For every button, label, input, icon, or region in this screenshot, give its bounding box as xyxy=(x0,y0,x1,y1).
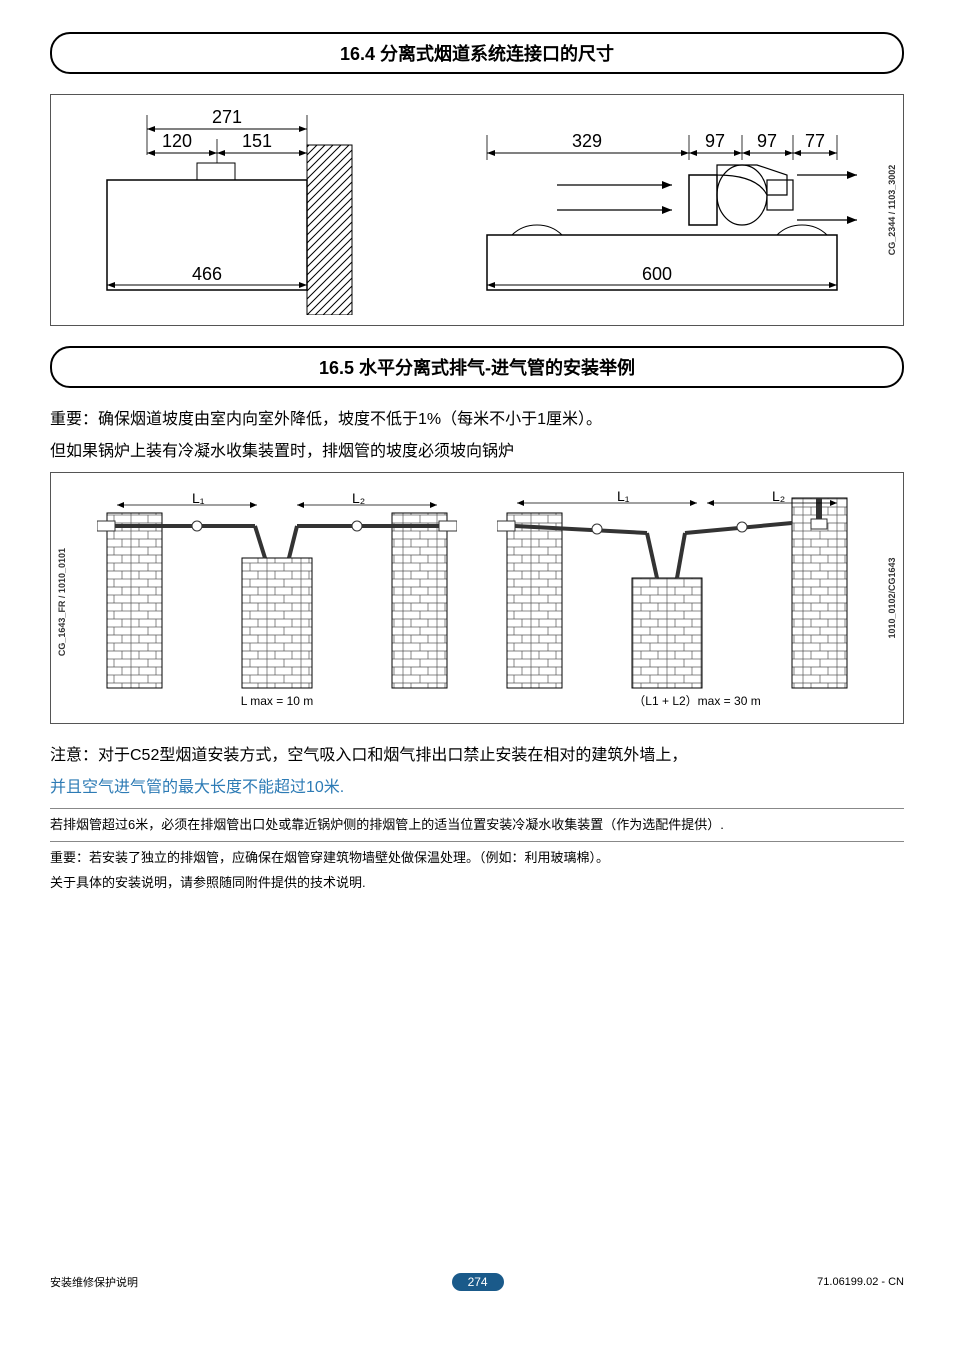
d2-right-L2: L₂ xyxy=(772,488,785,504)
dim-97a: 97 xyxy=(705,131,725,151)
important2-line2: 关于具体的安装说明，请参照随同附件提供的技术说明. xyxy=(50,873,904,893)
footer-left: 安装维修保护说明 xyxy=(50,1274,138,1290)
important-text-1-line1: 重要：确保烟道坡度由室内向室外降低，坡度不低于1%（每米不小于1厘米）。 xyxy=(50,408,904,432)
note-line2: 并且空气进气管的最大长度不能超过10米. xyxy=(50,776,904,800)
diagram1-right-svg: 329 97 97 77 xyxy=(457,105,877,315)
important2-line1: 重要：若安装了独立的排烟管，应确保在烟管穿建筑物墙壁处做保温处理。（例如：利用玻… xyxy=(50,848,904,868)
page-number-badge: 274 xyxy=(452,1273,504,1291)
d2-left-L1: L₁ xyxy=(192,490,205,506)
note-line1: 注意：对于C52型烟道安装方式，空气吸入口和烟气排出口禁止安装在相对的建筑外墙上… xyxy=(50,744,904,768)
diagram2-left-svg: L₁ L₂ L max = 10 m xyxy=(97,483,457,713)
diagram1-left-svg: 271 120 151 466 xyxy=(77,105,417,315)
diagram1-ref-label: CG_2344 / 1103_3002 xyxy=(887,165,897,256)
section-header-16-4: 16.4 分离式烟道系统连接口的尺寸 xyxy=(50,32,904,74)
divider-1 xyxy=(50,808,904,809)
dim-97b: 97 xyxy=(757,131,777,151)
page-footer: 安装维修保护说明 274 71.06199.02 - CN xyxy=(50,1273,904,1291)
dim-151: 151 xyxy=(242,131,272,151)
d2-left-L2: L₂ xyxy=(352,490,365,506)
important-text-1-line2: 但如果锅炉上装有冷凝水收集装置时，排烟管的坡度必须坡向锅炉 xyxy=(50,440,904,464)
dim-271: 271 xyxy=(212,107,242,127)
d2-right-caption: （L1 + L2）max = 30 m xyxy=(633,694,760,708)
small-warning: 若排烟管超过6米，必须在排烟管出口处或靠近锅炉侧的排烟管上的适当位置安装冷凝水收… xyxy=(50,815,904,835)
diagram-flue-dimensions: CG_2344 / 1103_3002 271 120 151 xyxy=(50,94,904,326)
dim-466: 466 xyxy=(192,264,222,284)
d2-right-L1: L₁ xyxy=(617,488,630,504)
dim-120: 120 xyxy=(162,131,192,151)
dim-77: 77 xyxy=(805,131,825,151)
divider-2 xyxy=(50,841,904,842)
diagram2-right-svg: L₁ L₂ （L1 + L2）max = 30 m xyxy=(497,483,857,713)
section-header-16-5: 16.5 水平分离式排气-进气管的安装举例 xyxy=(50,346,904,388)
dim-329: 329 xyxy=(572,131,602,151)
diagram-install-examples: CG_1643_FR / 1010_0101 1010_0102/CG1643 xyxy=(50,472,904,724)
d2-left-caption: L max = 10 m xyxy=(241,694,314,708)
dim-600: 600 xyxy=(642,264,672,284)
diagram2-right-label: 1010_0102/CG1643 xyxy=(887,557,897,638)
footer-right: 71.06199.02 - CN xyxy=(817,1276,904,1288)
diagram2-left-label: CG_1643_FR / 1010_0101 xyxy=(57,548,67,656)
